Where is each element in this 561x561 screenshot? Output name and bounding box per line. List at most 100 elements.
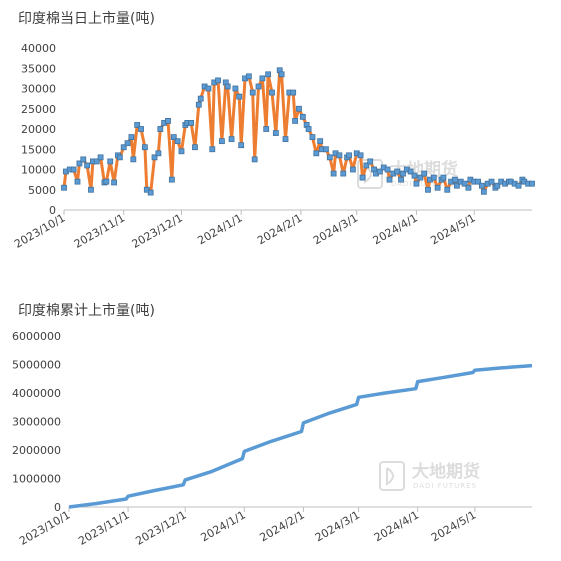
data-point <box>452 176 458 183</box>
data-point <box>195 101 202 108</box>
data-point <box>93 158 100 165</box>
data-point <box>461 180 468 187</box>
data-point <box>367 158 374 165</box>
x-tick-label: 2023/11/1 <box>72 211 127 250</box>
x-tick-label: 2024/1/1 <box>199 508 248 544</box>
data-point <box>272 130 279 136</box>
data-point <box>282 136 289 143</box>
x-tick-label: 2024/4/1 <box>372 508 421 544</box>
data-point <box>296 105 302 112</box>
data-point <box>346 152 352 159</box>
data-point <box>336 152 343 159</box>
data-point <box>407 168 414 175</box>
y-tick-label: 10000 <box>21 164 56 177</box>
data-point <box>265 71 272 78</box>
x-tick-label: 2024/5/1 <box>429 508 478 544</box>
data-point <box>197 95 204 102</box>
data-point <box>299 113 306 120</box>
data-point <box>384 166 391 173</box>
data-point <box>269 89 275 96</box>
y-tick-label: 20000 <box>21 123 56 136</box>
data-point <box>363 162 370 169</box>
data-point <box>313 150 320 157</box>
data-point <box>84 162 91 169</box>
data-point <box>440 174 447 181</box>
data-point <box>359 174 366 181</box>
data-point <box>116 154 123 161</box>
data-point <box>488 178 495 185</box>
data-point <box>147 189 154 196</box>
y-tick-label: 25000 <box>21 103 56 116</box>
data-point <box>249 89 256 96</box>
data-point <box>340 170 347 177</box>
data-point <box>411 172 418 179</box>
data-point <box>188 120 195 126</box>
x-tick-label: 2024/4/1 <box>371 211 420 247</box>
x-tick-label: 2024/5/1 <box>428 211 477 247</box>
y-tick-label: 0 <box>54 501 61 514</box>
data-point <box>124 140 131 147</box>
y-tick-label: 0 <box>49 204 56 217</box>
data-point <box>157 126 164 132</box>
data-point <box>192 144 198 151</box>
data-point <box>430 174 437 181</box>
data-point <box>232 85 239 92</box>
x-tick-label: 2023/12/1 <box>130 211 185 250</box>
data-point <box>515 182 522 189</box>
data-point <box>444 186 451 193</box>
x-tick-label: 2024/3/1 <box>311 211 360 247</box>
data-point <box>434 184 441 191</box>
data-point <box>305 126 312 132</box>
x-tick-label: 2024/2/1 <box>258 508 307 544</box>
x-tick-label: 2024/1/1 <box>195 211 244 247</box>
x-tick-label: 2023/10/1 <box>17 508 72 547</box>
data-point <box>224 83 231 90</box>
data-point <box>128 134 135 141</box>
data-point <box>255 83 262 90</box>
data-point <box>413 180 420 187</box>
data-point <box>349 166 356 173</box>
data-point <box>421 170 428 177</box>
data-point <box>170 134 177 141</box>
data-point <box>103 178 110 185</box>
data-point <box>178 148 185 155</box>
data-point <box>134 122 141 128</box>
data-point <box>155 150 162 157</box>
data-point <box>236 93 243 100</box>
data-point <box>238 142 245 149</box>
y-tick-label: 4000000 <box>12 387 61 400</box>
data-point <box>245 73 252 80</box>
data-point <box>475 178 481 185</box>
x-tick-label: 2024/2/1 <box>255 211 304 247</box>
x-tick-label: 2023/10/1 <box>12 211 67 250</box>
data-point <box>453 182 460 189</box>
data-point <box>70 166 77 173</box>
watermark-name: 大地期货 <box>412 461 480 482</box>
data-point <box>480 188 487 195</box>
data-point <box>165 118 171 124</box>
data-point <box>168 176 175 183</box>
data-point <box>111 179 117 186</box>
data-point <box>326 154 333 161</box>
data-point <box>141 144 148 151</box>
data-point <box>494 182 501 189</box>
data-point <box>215 77 221 84</box>
data-point <box>263 126 270 132</box>
y-tick-label: 15000 <box>21 143 56 156</box>
y-tick-label: 35000 <box>21 62 56 75</box>
data-point <box>425 186 431 193</box>
y-tick-label: 6000000 <box>12 330 61 343</box>
data-point <box>209 146 216 153</box>
data-point <box>205 85 212 92</box>
chart1-title: 印度棉当日上市量(吨) <box>18 11 155 27</box>
x-tick-label: 2024/3/1 <box>313 508 362 544</box>
data-point <box>74 178 81 185</box>
watermark-subtitle: DADI FUTURES <box>413 482 477 490</box>
data-point <box>323 146 329 153</box>
watermark-logo-icon <box>379 461 405 491</box>
data-point <box>138 126 144 132</box>
